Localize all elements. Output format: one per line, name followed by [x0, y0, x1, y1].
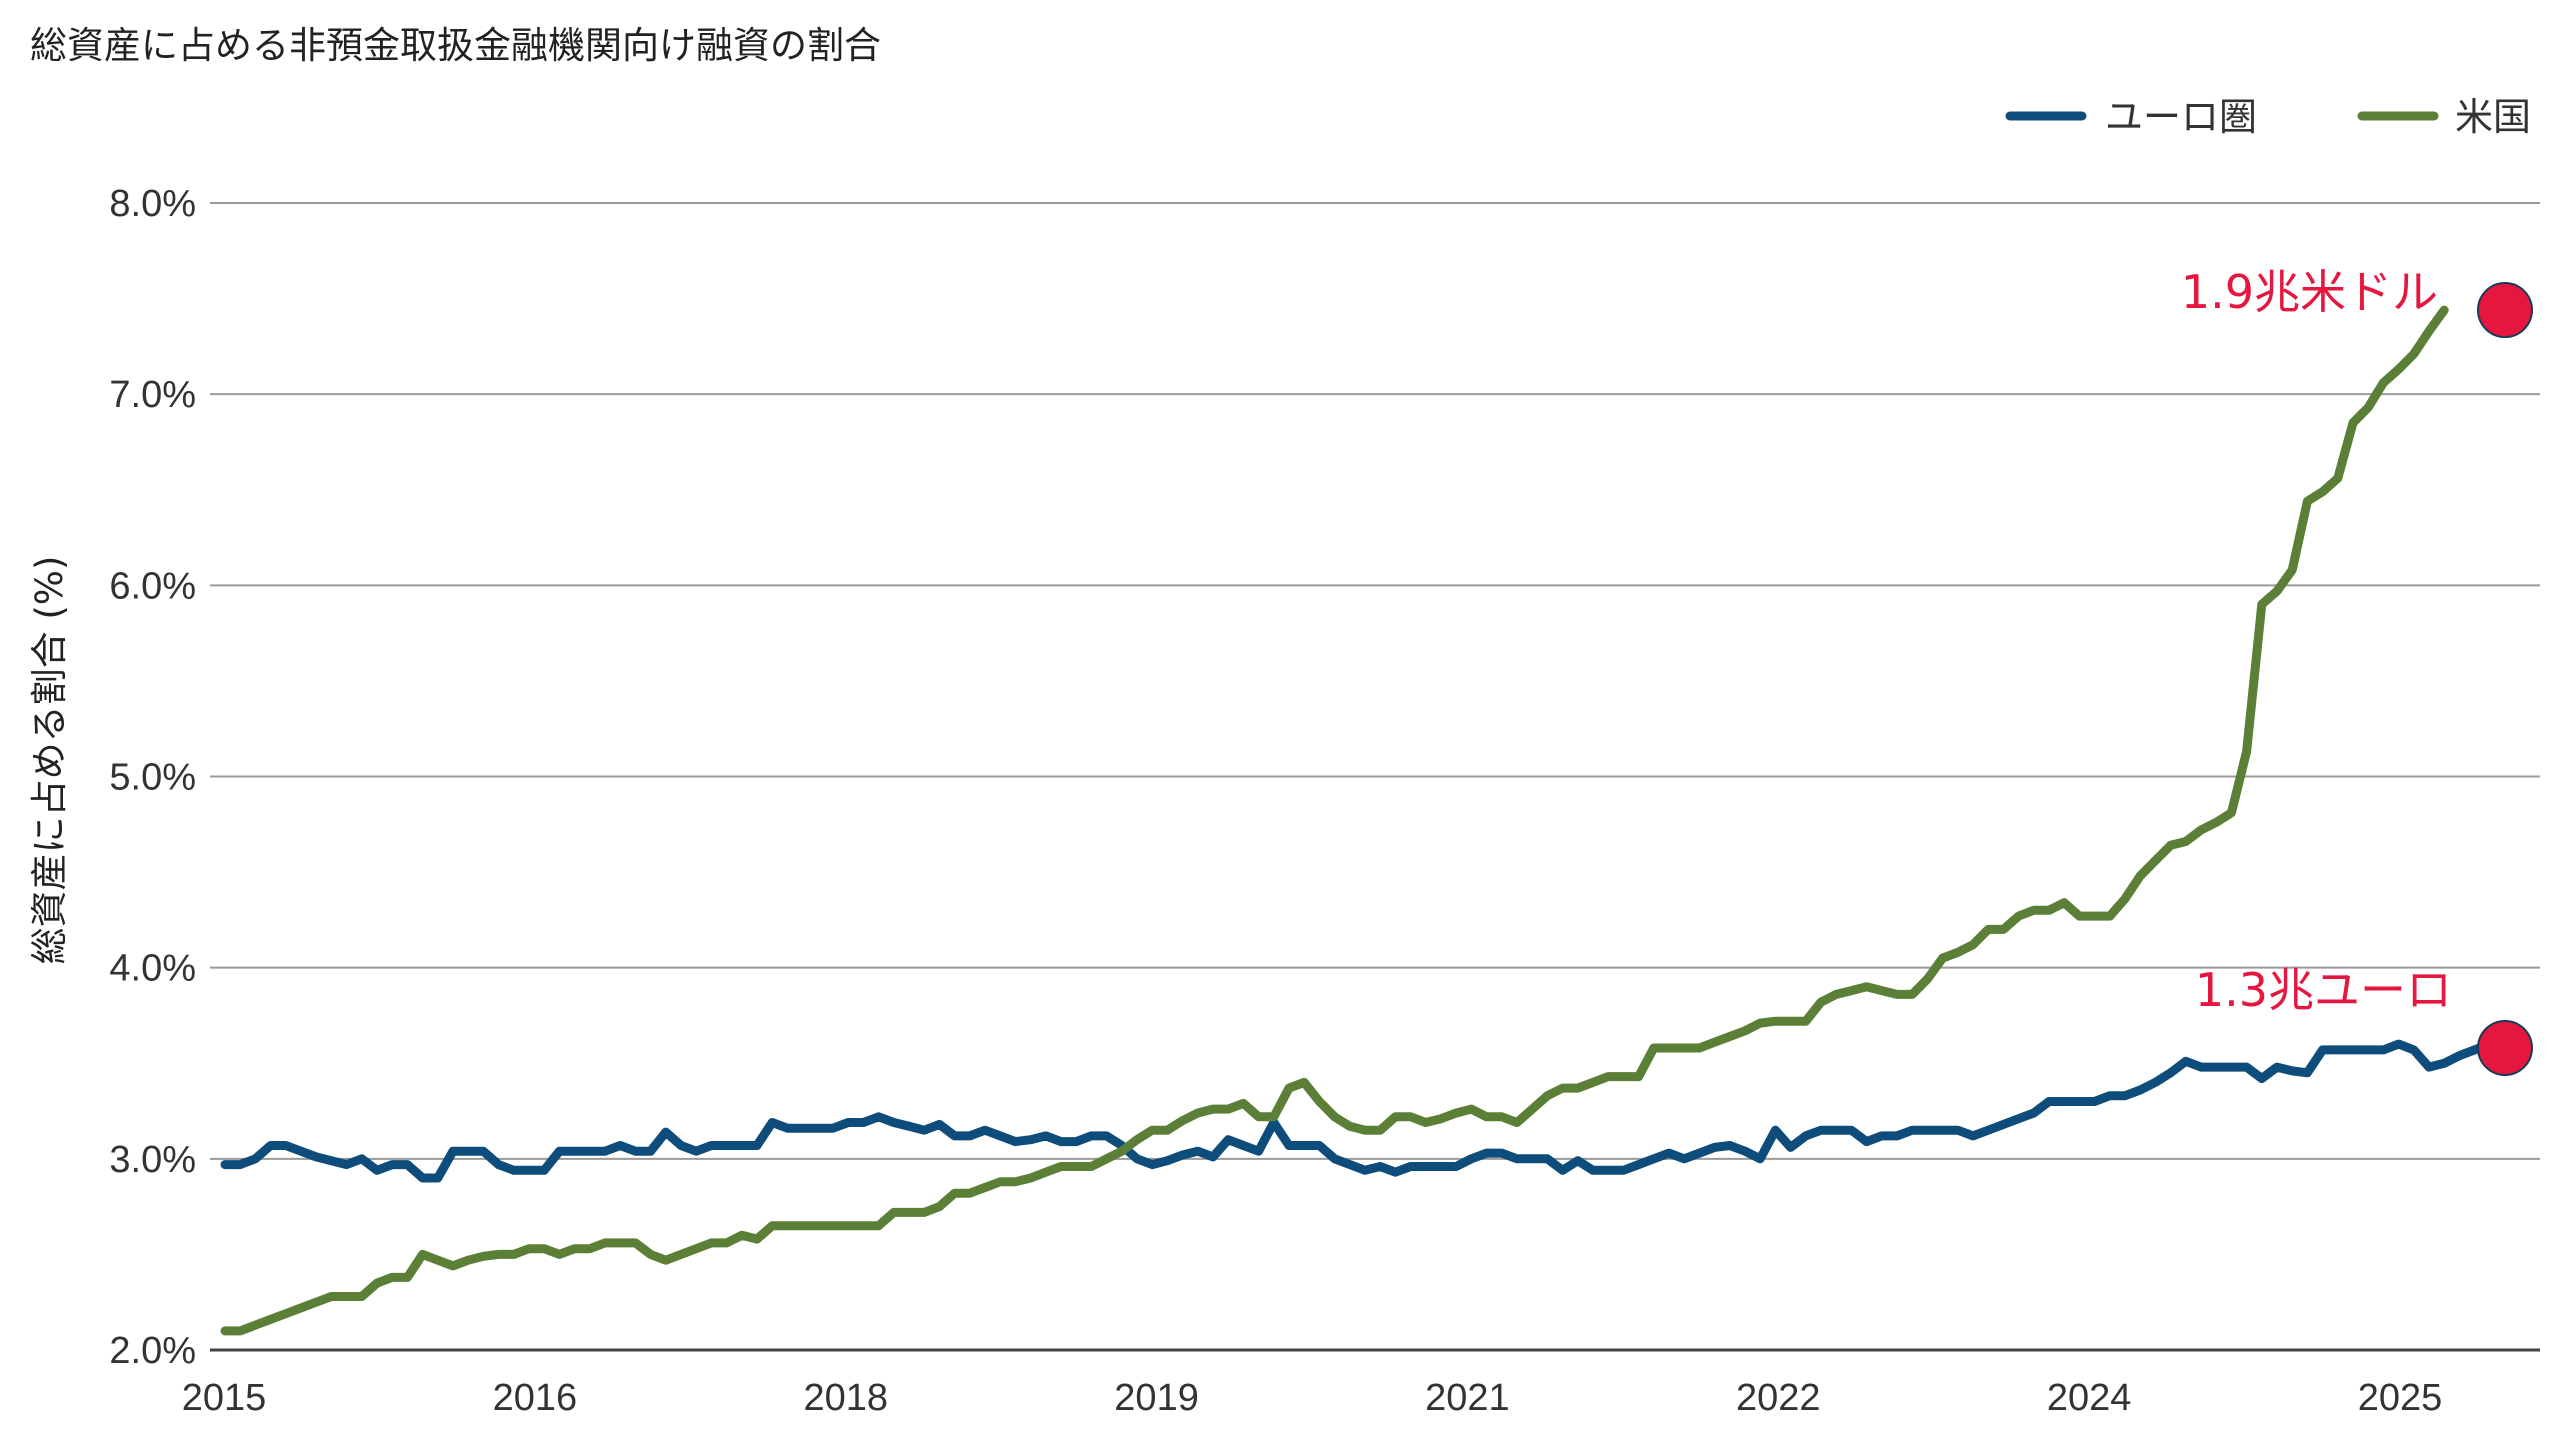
series-line-us — [220, 305, 2449, 1336]
y-axis-label: 総資産に占める割合 (%) — [28, 556, 71, 965]
gridlines — [210, 202, 2540, 1352]
endpoint-marker — [2477, 1019, 2533, 1076]
y-tick-label: 6.0% — [109, 565, 196, 607]
x-tick-label: 2019 — [1114, 1377, 1199, 1419]
y-tick-label: 2.0% — [109, 1330, 196, 1372]
x-tick-label: 2018 — [803, 1377, 888, 1419]
legend: ユーロ圏 米国 — [2005, 95, 2531, 139]
x-tick-label: 2016 — [493, 1377, 578, 1419]
series-line-euro — [220, 1039, 2510, 1183]
endpoint-annotation: 1.3兆ユーロ — [2195, 963, 2452, 1017]
legend-label-euro: ユーロ圏 — [2105, 95, 2257, 139]
x-tick-label: 2025 — [2358, 1377, 2443, 1419]
chart-title: 総資産に占める非預金取扱金融機関向け融資の割合 — [30, 24, 881, 67]
x-tick-label: 2022 — [1736, 1377, 1821, 1419]
endpoint-marker — [2477, 282, 2533, 339]
x-axis-ticks: 2015 2016 2018 2019 2021 2022 2024 2025 — [182, 1377, 2443, 1419]
x-tick-label: 2015 — [182, 1377, 267, 1419]
y-tick-label: 3.0% — [109, 1139, 196, 1181]
y-tick-label: 5.0% — [109, 757, 196, 799]
y-tick-label: 7.0% — [109, 374, 196, 416]
x-tick-label: 2024 — [2047, 1377, 2132, 1419]
legend-label-us: 米国 — [2455, 95, 2531, 139]
endpoint-annotation: 1.9兆米ドル — [2181, 265, 2438, 319]
annotations: 1.9兆米ドル 1.3兆ユーロ — [2181, 265, 2533, 1076]
series-lines — [220, 305, 2510, 1336]
y-axis-ticks: 8.0% 7.0% 6.0% 5.0% 4.0% 3.0% 2.0% — [109, 183, 196, 1372]
y-tick-label: 8.0% — [109, 183, 196, 225]
y-tick-label: 4.0% — [109, 948, 196, 990]
x-tick-label: 2021 — [1425, 1377, 1510, 1419]
